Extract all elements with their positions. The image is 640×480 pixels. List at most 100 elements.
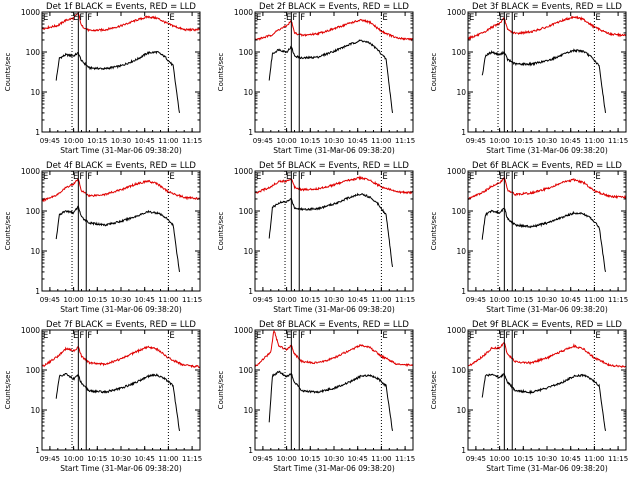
x-tick-label: 10:30 <box>111 296 131 304</box>
time-marker-label: E <box>169 13 174 23</box>
x-tick-label: 10:00 <box>64 455 84 463</box>
y-tick-label: 10 <box>456 247 466 256</box>
detector-panel: Det 7f BLACK = Events, RED = LLD Counts/s… <box>4 320 202 473</box>
x-tick-label: 09:45 <box>466 137 486 145</box>
time-marker-label: E <box>169 331 174 341</box>
detector-panel: Det 3f BLACK = Events, RED = LLD Counts/s… <box>430 2 628 155</box>
y-tick-label: 1 <box>35 128 40 137</box>
time-marker-label: E <box>256 172 261 182</box>
time-marker-label: F <box>505 172 510 182</box>
y-axis-label: Counts/sec <box>217 371 225 410</box>
time-marker-label: E <box>73 13 78 23</box>
x-tick-label: 11:00 <box>584 455 604 463</box>
time-marker-label: E <box>73 331 78 341</box>
x-tick-label: 10:45 <box>348 137 368 145</box>
x-tick-label: 10:00 <box>490 455 510 463</box>
x-axis-label: Start Time (31-Mar-06 09:38:20) <box>60 305 182 314</box>
detector-panel: Det 5f BLACK = Events, RED = LLD Counts/s… <box>217 161 415 314</box>
x-axis-label: Start Time (31-Mar-06 09:38:20) <box>60 146 182 155</box>
time-marker-label: E <box>499 172 504 182</box>
x-tick-label: 10:45 <box>561 137 581 145</box>
x-tick-label: 10:00 <box>64 296 84 304</box>
time-marker-label: E <box>469 172 474 182</box>
x-tick-label: 10:30 <box>537 455 557 463</box>
time-marker-label: E <box>382 13 387 23</box>
y-tick-label: 1 <box>248 287 253 296</box>
x-tick-label: 10:00 <box>64 137 84 145</box>
time-marker-label: E <box>595 331 600 341</box>
x-tick-label: 10:30 <box>324 137 344 145</box>
series-line-lld <box>467 15 627 41</box>
x-tick-label: 11:15 <box>608 137 628 145</box>
x-tick-label: 10:30 <box>324 455 344 463</box>
y-tick-label: 100 <box>239 366 254 375</box>
time-marker-label: E <box>256 13 261 23</box>
x-axis-label: Start Time (31-Mar-06 09:38:20) <box>273 305 395 314</box>
x-tick-label: 09:45 <box>40 296 60 304</box>
detector-panel: Det 8f BLACK = Events, RED = LLD Counts/s… <box>217 320 415 473</box>
x-tick-label: 10:45 <box>348 296 368 304</box>
x-tick-label: 11:00 <box>584 137 604 145</box>
time-marker-label: F <box>87 331 92 341</box>
time-marker-label: F <box>87 13 92 23</box>
x-tick-label: 10:45 <box>348 455 368 463</box>
y-tick-label: 1000 <box>447 167 466 176</box>
x-axis-label: Start Time (31-Mar-06 09:38:20) <box>273 464 395 473</box>
y-tick-label: 10 <box>456 406 466 415</box>
detector-panel: Det 6f BLACK = Events, RED = LLD Counts/s… <box>430 161 628 314</box>
x-tick-label: 11:15 <box>395 137 415 145</box>
time-marker-label: E <box>286 331 291 341</box>
x-tick-label: 11:15 <box>182 137 202 145</box>
y-axis-label: Counts/sec <box>4 212 12 251</box>
time-marker-label: E <box>73 172 78 182</box>
x-tick-label: 10:15 <box>87 455 107 463</box>
time-marker-label: E <box>469 13 474 23</box>
time-marker-label: E <box>43 172 48 182</box>
y-tick-label: 100 <box>26 366 41 375</box>
time-marker-label: F <box>513 331 518 341</box>
series-line-lld <box>41 11 201 33</box>
detector-panel: Det 1f BLACK = Events, RED = LLD Counts/s… <box>4 2 202 155</box>
time-marker-label: F <box>79 172 84 182</box>
series-line-events <box>268 39 393 113</box>
y-tick-label: 100 <box>239 48 254 57</box>
time-marker-label: F <box>505 331 510 341</box>
panel-title: Det 7f BLACK = Events, RED = LLD <box>46 320 196 330</box>
series-line-events <box>268 192 393 267</box>
y-tick-label: 1 <box>35 287 40 296</box>
y-axis-label: Counts/sec <box>4 53 12 92</box>
x-tick-label: 09:45 <box>253 455 273 463</box>
time-marker-label: E <box>469 331 474 341</box>
y-tick-label: 10 <box>456 88 466 97</box>
y-tick-label: 10 <box>243 406 253 415</box>
time-marker-label: E <box>43 13 48 23</box>
x-tick-label: 11:15 <box>608 296 628 304</box>
plot-frame <box>41 170 201 292</box>
x-tick-label: 09:45 <box>40 137 60 145</box>
x-tick-label: 10:15 <box>513 455 533 463</box>
x-tick-label: 11:00 <box>158 455 178 463</box>
y-axis-label: Counts/sec <box>4 371 12 410</box>
time-marker-label: E <box>382 331 387 341</box>
x-tick-label: 10:15 <box>300 137 320 145</box>
y-tick-label: 1000 <box>447 8 466 17</box>
plot-frame <box>467 11 627 133</box>
series-line-events <box>481 48 606 113</box>
x-axis-label: Start Time (31-Mar-06 09:38:20) <box>486 305 608 314</box>
x-tick-label: 10:15 <box>87 137 107 145</box>
x-tick-label: 11:15 <box>395 296 415 304</box>
time-marker-label: F <box>505 13 510 23</box>
x-tick-label: 09:45 <box>40 455 60 463</box>
x-tick-label: 10:30 <box>111 137 131 145</box>
series-line-events <box>481 373 606 431</box>
time-marker-label: F <box>513 13 518 23</box>
x-tick-label: 11:00 <box>371 296 391 304</box>
time-marker-label: F <box>300 172 305 182</box>
y-tick-label: 100 <box>452 48 467 57</box>
time-marker-label: F <box>513 172 518 182</box>
x-tick-label: 09:45 <box>253 296 273 304</box>
plot-frame <box>254 329 414 451</box>
time-marker-label: E <box>499 13 504 23</box>
y-tick-label: 1000 <box>447 326 466 335</box>
